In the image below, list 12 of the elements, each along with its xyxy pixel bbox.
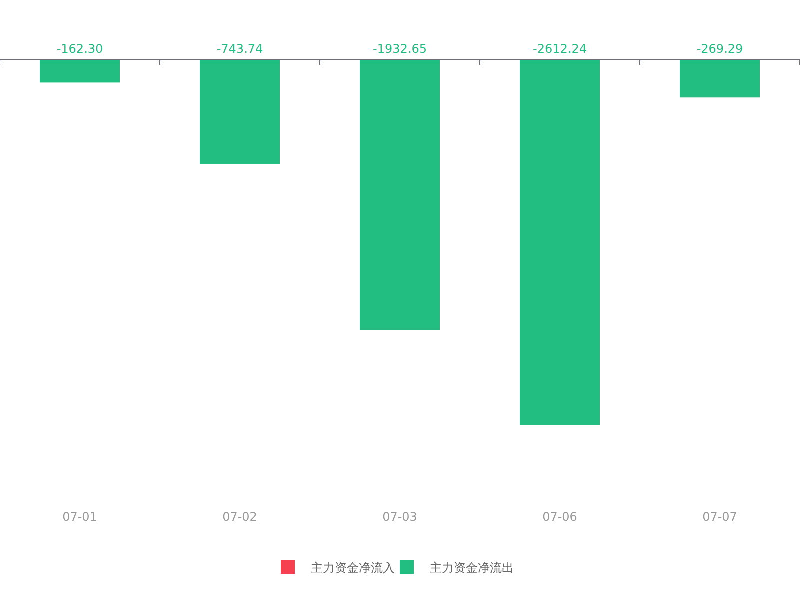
x-tick-label: 07-02 <box>222 510 258 524</box>
legend-label: 主力资金净流出 <box>430 561 514 575</box>
data-label: -269.29 <box>696 42 744 56</box>
x-tick-label: 07-03 <box>382 510 418 524</box>
x-tick-label: 07-07 <box>702 510 738 524</box>
x-tick-label: 07-06 <box>542 510 578 524</box>
legend-label: 主力资金净流入 <box>311 561 395 575</box>
data-label: -162.30 <box>56 42 104 56</box>
data-label: -743.74 <box>216 42 264 56</box>
data-label: -1932.65 <box>373 42 427 56</box>
data-label: -2612.24 <box>533 42 587 56</box>
x-tick-label: 07-01 <box>62 510 98 524</box>
